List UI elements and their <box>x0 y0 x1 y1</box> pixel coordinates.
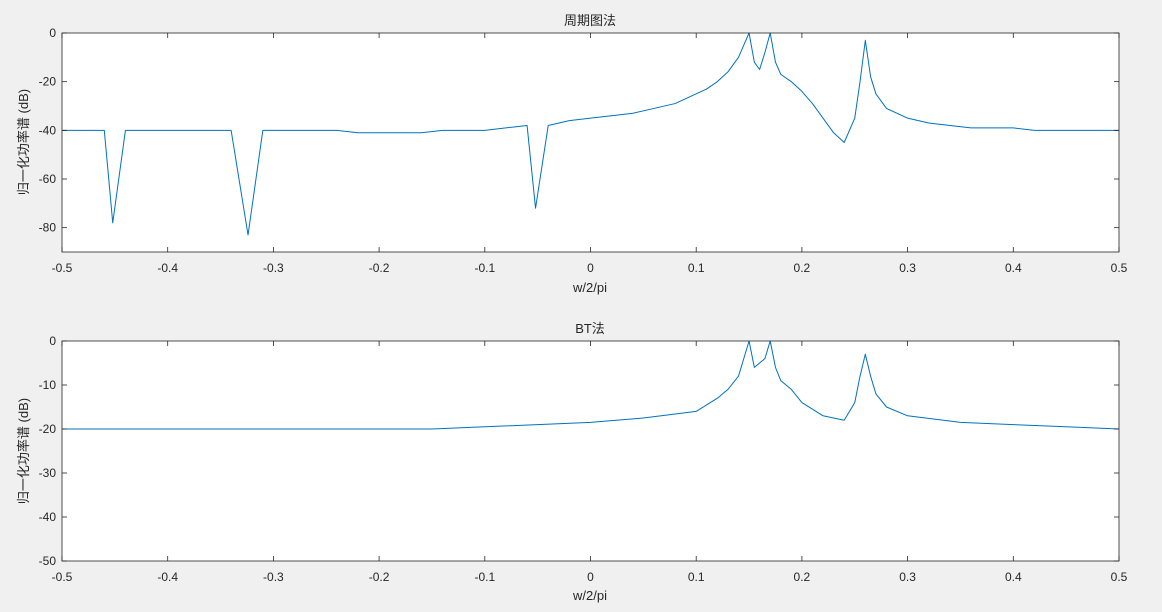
periodogram-ytick-label-0: 0 <box>49 26 56 40</box>
periodogram-xtick-label-8: 0.3 <box>899 261 916 275</box>
bt-xtick-label-5: 0 <box>587 570 594 584</box>
periodogram-xtick-label-4: -0.1 <box>474 261 495 275</box>
bt-xtick-label-10: 0.5 <box>1111 570 1128 584</box>
bt-ytick-label-2: -20 <box>39 422 57 436</box>
periodogram-ytick-label-3: -60 <box>39 172 57 186</box>
bt-ytick-label-5: -50 <box>39 554 57 568</box>
periodogram-ylabel: 归一化功率谱 (dB) <box>16 89 31 195</box>
bt-axes-background <box>62 341 1119 561</box>
bt-xtick-label-1: -0.4 <box>157 570 178 584</box>
bt-series-layer <box>62 340 1120 430</box>
bt-xtick-label-9: 0.4 <box>1005 570 1022 584</box>
periodogram-ytick-label-4: -80 <box>39 221 57 235</box>
periodogram-xtick-label-7: 0.2 <box>794 261 811 275</box>
periodogram-xtick-label-5: 0 <box>587 261 594 275</box>
bt-series-line-0 <box>62 340 1120 430</box>
bt-xlabel: w/2/pi <box>572 588 607 603</box>
bt-xtick-label-2: -0.3 <box>263 570 284 584</box>
periodogram-xtick-label-3: -0.2 <box>369 261 390 275</box>
periodogram-series-layer <box>62 32 1119 236</box>
periodogram-xtick-label-1: -0.4 <box>157 261 178 275</box>
bt-ylabel: 归一化功率谱 (dB) <box>16 398 31 504</box>
bt-ytick-label-4: -40 <box>39 510 57 524</box>
bt-subplot: -0.5 -0.4 -0.3 -0.2 -0.1 0 0.1 0.2 0.3 0.4 0.5 0 -10… <box>16 321 1128 603</box>
periodogram-axes-background <box>62 33 1119 252</box>
bt-ytick-label-3: -30 <box>39 466 57 480</box>
periodogram-xtick-label-2: -0.3 <box>263 261 284 275</box>
periodogram-ytick-label-1: -20 <box>39 75 57 89</box>
periodogram-xlabel: w/2/pi <box>572 280 607 295</box>
bt-ytick-label-1: -10 <box>39 378 57 392</box>
periodogram-xtick-label-6: 0.1 <box>688 261 705 275</box>
bt-xtick-label-4: -0.1 <box>474 570 495 584</box>
periodogram-xtick-label-10: 0.5 <box>1111 261 1128 275</box>
bt-xtick-label-8: 0.3 <box>899 570 916 584</box>
bt-xtick-label-3: -0.2 <box>369 570 390 584</box>
bt-xtick-label-7: 0.2 <box>794 570 811 584</box>
periodogram-series-line-0 <box>62 32 1119 236</box>
periodogram-ticks: -0.5 -0.4 -0.3 -0.2 -0.1 0 0.1 0.2 0.3 0.4 0.5 0 -20… <box>39 26 1128 275</box>
bt-ytick-label-0: 0 <box>49 334 56 348</box>
bt-title: BT法 <box>575 321 605 336</box>
periodogram-ytick-label-2: -40 <box>39 123 57 137</box>
bt-xtick-label-6: 0.1 <box>688 570 705 584</box>
bt-ticks: -0.5 -0.4 -0.3 -0.2 -0.1 0 0.1 0.2 0.3 0.4 0.5 0 -10… <box>39 334 1128 584</box>
periodogram-xtick-label-0: -0.5 <box>52 261 73 275</box>
periodogram-title: 周期图法 <box>564 13 616 28</box>
periodogram-xtick-label-9: 0.4 <box>1005 261 1022 275</box>
periodogram-subplot: -0.5 -0.4 -0.3 -0.2 -0.1 0 0.1 0.2 0.3 0.4 0.5 0 -20… <box>16 13 1128 295</box>
bt-xtick-label-0: -0.5 <box>52 570 73 584</box>
